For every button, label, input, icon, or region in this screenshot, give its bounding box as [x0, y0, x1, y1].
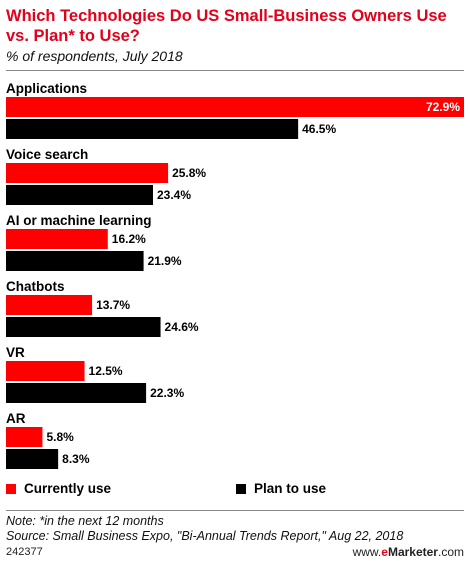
- category-label-chatbots: Chatbots: [6, 279, 65, 294]
- bar-currently-use-ar: [6, 427, 43, 447]
- value-label-plan-to-use-ai-or-machine-learning: 21.9%: [148, 254, 182, 268]
- category-label-ai-or-machine-learning: AI or machine learning: [6, 213, 152, 228]
- category-label-ar: AR: [6, 411, 26, 426]
- bar-currently-use-vr: [6, 361, 85, 381]
- bar-currently-use-applications: [6, 97, 464, 117]
- bar-currently-use-voice-search: [6, 163, 169, 183]
- value-label-currently-use-ar: 5.8%: [46, 430, 74, 444]
- top-divider: [6, 70, 464, 71]
- value-label-currently-use-applications: 72.9%: [426, 100, 460, 114]
- legend-label-currently-use: Currently use: [24, 481, 112, 496]
- value-label-currently-use-voice-search: 25.8%: [172, 166, 206, 180]
- category-label-voice-search: Voice search: [6, 147, 88, 162]
- value-label-currently-use-chatbots: 13.7%: [96, 298, 130, 312]
- value-label-plan-to-use-chatbots: 24.6%: [165, 320, 199, 334]
- legend-swatch-plan-to-use: [236, 483, 246, 494]
- value-label-plan-to-use-vr: 22.3%: [150, 386, 184, 400]
- bar-currently-use-chatbots: [6, 295, 93, 315]
- bar-plan-to-use-vr: [6, 383, 147, 403]
- value-label-plan-to-use-applications: 46.5%: [302, 122, 336, 136]
- value-label-plan-to-use-ar: 8.3%: [62, 452, 90, 466]
- bar-plan-to-use-voice-search: [6, 185, 154, 205]
- value-label-currently-use-vr: 12.5%: [89, 364, 123, 378]
- legend-swatch-currently-use: [6, 483, 16, 494]
- chart-title: Which Technologies Do US Small-Business …: [6, 7, 447, 45]
- bar-currently-use-ai-or-machine-learning: [6, 229, 108, 249]
- chart-subtitle: % of respondents, July 2018: [6, 48, 183, 64]
- bar-plan-to-use-ar: [6, 449, 59, 469]
- chart-id: 242377: [6, 546, 43, 558]
- category-label-vr: VR: [6, 345, 25, 360]
- bar-plan-to-use-applications: [6, 119, 299, 139]
- footnote: Note: *in the next 12 months: [6, 514, 164, 528]
- bottom-divider: [6, 510, 464, 511]
- source-note: Source: Small Business Expo, "Bi-Annual …: [6, 529, 404, 543]
- category-label-applications: Applications: [6, 81, 87, 96]
- legend: Currently use Plan to use: [0, 481, 470, 499]
- value-label-plan-to-use-voice-search: 23.4%: [157, 188, 191, 202]
- legend-label-plan-to-use: Plan to use: [254, 481, 327, 496]
- bar-plan-to-use-ai-or-machine-learning: [6, 251, 144, 271]
- value-label-currently-use-ai-or-machine-learning: 16.2%: [112, 232, 146, 246]
- legend-item-currently-use: Currently use: [6, 481, 111, 496]
- legend-item-plan-to-use: Plan to use: [236, 481, 326, 496]
- bar-chart: Applications 72.9% 46.5% Voice search 25.8% 2…: [6, 81, 464, 469]
- bar-plan-to-use-chatbots: [6, 317, 161, 337]
- brand-logo: www.eMarketer.com: [352, 545, 464, 559]
